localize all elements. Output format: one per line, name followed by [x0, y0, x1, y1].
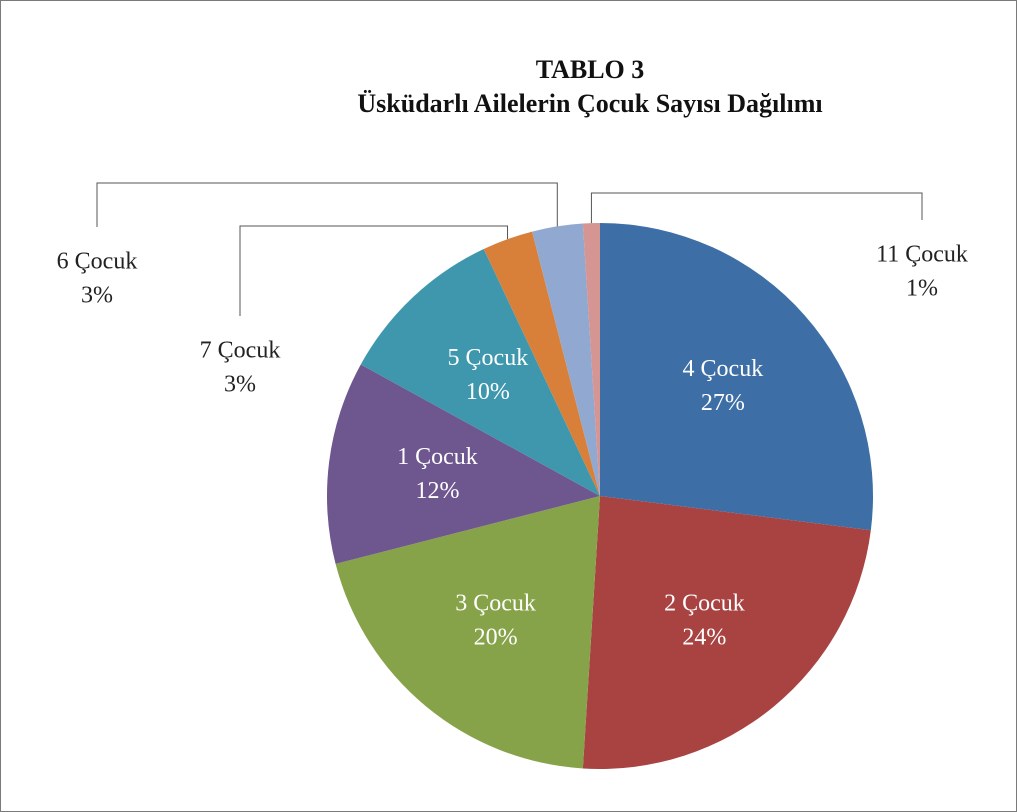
slice-value-label: 27%	[701, 390, 745, 416]
pie-slice	[360, 248, 600, 496]
slice-value-label: 3%	[224, 372, 256, 398]
slice-label: 11 Çocuk	[876, 242, 968, 268]
chart-title: TABLO 3	[536, 55, 645, 84]
slice-label: 4 Çocuk	[683, 356, 764, 382]
slice-value-label: 3%	[81, 283, 113, 309]
slice-label: 6 Çocuk	[57, 249, 138, 275]
leader-line	[239, 225, 509, 316]
slice-label: 5 Çocuk	[448, 345, 529, 371]
pie-slice	[582, 496, 871, 769]
pie-slice	[326, 364, 600, 564]
pie-slice	[335, 496, 600, 769]
leader-line	[590, 192, 923, 224]
slice-value-label: 1%	[906, 276, 938, 302]
slice-label: 7 Çocuk	[200, 338, 281, 364]
slice-value-label: 12%	[415, 478, 459, 504]
pie-slice	[600, 223, 873, 531]
slice-value-label: 20%	[474, 625, 518, 651]
slice-label: 3 Çocuk	[455, 591, 536, 617]
slice-label: 1 Çocuk	[397, 444, 478, 470]
slice-value-label: 10%	[466, 379, 510, 405]
slice-label: 2 Çocuk	[664, 591, 745, 617]
chart-subtitle: Üsküdarlı Ailelerin Çocuk Sayısı Dağılım…	[357, 89, 822, 118]
pie-slice	[582, 223, 600, 496]
slice-value-label: 24%	[682, 625, 726, 651]
pie-slice	[532, 223, 600, 496]
leader-line	[96, 182, 558, 227]
pie-slice	[483, 231, 600, 497]
